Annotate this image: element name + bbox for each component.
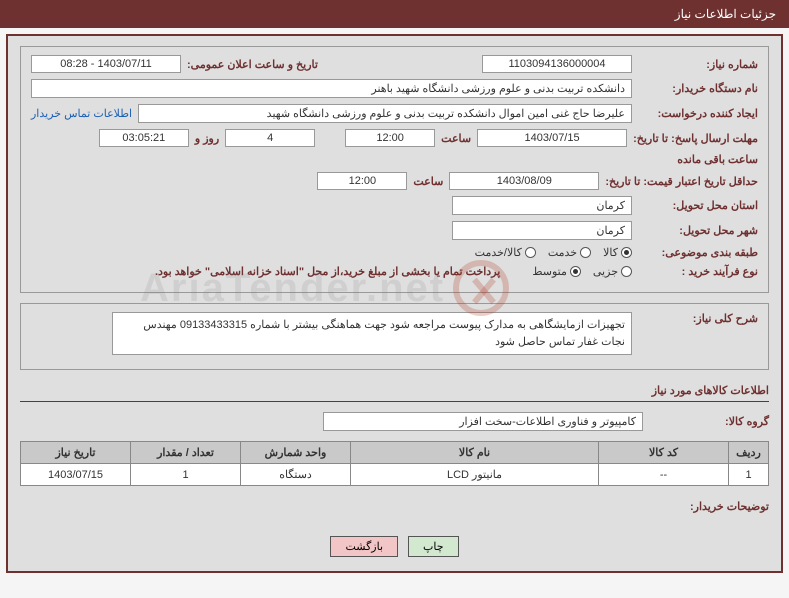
- radio-icon: [570, 266, 581, 277]
- goods-table: ردیف کد کالا نام کالا واحد شمارش تعداد /…: [20, 441, 769, 486]
- response-deadline-date: 1403/07/15: [477, 129, 627, 147]
- process-option-medium[interactable]: متوسط: [532, 265, 581, 278]
- city-label: شهر محل تحویل:: [638, 224, 758, 237]
- cell-unit: دستگاه: [241, 464, 351, 486]
- classify-option-both[interactable]: کالا/خدمت: [475, 246, 536, 259]
- cell-code: --: [599, 464, 729, 486]
- buyer-org-label: نام دستگاه خریدار:: [638, 82, 758, 95]
- panel-title: جزئیات اطلاعات نیاز: [675, 7, 776, 21]
- days-remaining-value: 4: [225, 129, 315, 147]
- radio-icon: [621, 247, 632, 258]
- classify-option-label: خدمت: [548, 246, 577, 259]
- cell-date: 1403/07/15: [21, 464, 131, 486]
- cell-name: مانیتور LCD: [351, 464, 599, 486]
- cell-index: 1: [729, 464, 769, 486]
- remaining-suffix-label: ساعت باقی مانده: [677, 153, 758, 166]
- panel-header: جزئیات اطلاعات نیاز: [0, 0, 789, 28]
- day-suffix-label: روز و: [195, 132, 219, 145]
- col-name: نام کالا: [351, 442, 599, 464]
- table-row: 1 -- مانیتور LCD دستگاه 1 1403/07/15: [21, 464, 769, 486]
- requester-value: علیرضا حاج غنی امین اموال دانشکده تربیت …: [138, 104, 632, 123]
- countdown-value: 03:05:21: [99, 129, 189, 147]
- validity-date: 1403/08/09: [449, 172, 599, 190]
- info-box: شماره نیاز: 1103094136000004 تاریخ و ساع…: [20, 46, 769, 293]
- classify-option-service[interactable]: خدمت: [548, 246, 591, 259]
- radio-icon: [580, 247, 591, 258]
- time-label-1: ساعت: [441, 132, 471, 145]
- classify-option-label: کالا/خدمت: [475, 246, 522, 259]
- province-label: استان محل تحویل:: [638, 199, 758, 212]
- requester-label: ایجاد کننده درخواست:: [638, 107, 758, 120]
- buyer-contact-link[interactable]: اطلاعات تماس خریدار: [31, 107, 132, 120]
- need-number-label: شماره نیاز:: [638, 58, 758, 71]
- time-label-2: ساعت: [413, 175, 443, 188]
- description-text: تجهیزات ازمایشگاهی به مدارک پیوست مراجعه…: [112, 312, 632, 355]
- response-deadline-label: مهلت ارسال پاسخ: تا تاریخ:: [633, 132, 758, 145]
- buyer-org-value: دانشکده تربیت بدنی و علوم ورزشی دانشگاه …: [31, 79, 632, 98]
- classify-option-goods[interactable]: کالا: [603, 246, 632, 259]
- process-label: نوع فرآیند خرید :: [638, 265, 758, 278]
- announce-datetime-value: 1403/07/11 - 08:28: [31, 55, 181, 73]
- col-unit: واحد شمارش: [241, 442, 351, 464]
- process-option-minor[interactable]: جزیی: [593, 265, 632, 278]
- print-button[interactable]: چاپ: [408, 536, 459, 557]
- process-radio-group: جزیی متوسط: [532, 265, 632, 278]
- response-deadline-time: 12:00: [345, 129, 435, 147]
- buyer-notes-value: [20, 494, 639, 526]
- description-box: شرح کلی نیاز: تجهیزات ازمایشگاهی به مدار…: [20, 303, 769, 370]
- col-code: کد کالا: [599, 442, 729, 464]
- classify-label: طبقه بندی موضوعی:: [638, 246, 758, 259]
- validity-label: حداقل تاریخ اعتبار قیمت: تا تاریخ:: [605, 175, 758, 188]
- goods-section-title: اطلاعات کالاهای مورد نیاز: [20, 380, 769, 402]
- back-button[interactable]: بازگشت: [330, 536, 398, 557]
- cell-qty: 1: [131, 464, 241, 486]
- need-number-value: 1103094136000004: [482, 55, 632, 73]
- table-header-row: ردیف کد کالا نام کالا واحد شمارش تعداد /…: [21, 442, 769, 464]
- radio-icon: [621, 266, 632, 277]
- radio-icon: [525, 247, 536, 258]
- buyer-notes-label: توضیحات خریدار:: [649, 494, 769, 513]
- button-row: چاپ بازگشت: [20, 526, 769, 561]
- col-date: تاریخ نیاز: [21, 442, 131, 464]
- classify-radio-group: کالا خدمت کالا/خدمت: [475, 246, 632, 259]
- col-index: ردیف: [729, 442, 769, 464]
- validity-time: 12:00: [317, 172, 407, 190]
- goods-group-value: کامپیوتر و فناوری اطلاعات-سخت افزار: [323, 412, 643, 431]
- classify-option-label: کالا: [603, 246, 618, 259]
- process-option-label: جزیی: [593, 265, 618, 278]
- city-value: کرمان: [452, 221, 632, 240]
- province-value: کرمان: [452, 196, 632, 215]
- description-label: شرح کلی نیاز:: [638, 312, 758, 325]
- announce-datetime-label: تاریخ و ساعت اعلان عمومی:: [187, 58, 318, 71]
- goods-group-label: گروه کالا:: [649, 415, 769, 428]
- payment-note: پرداخت تمام یا بخشی از مبلغ خرید،از محل …: [155, 265, 500, 278]
- process-option-label: متوسط: [532, 265, 567, 278]
- main-panel: AriaTender.net شماره نیاز: 1103094136000…: [6, 34, 783, 573]
- col-qty: تعداد / مقدار: [131, 442, 241, 464]
